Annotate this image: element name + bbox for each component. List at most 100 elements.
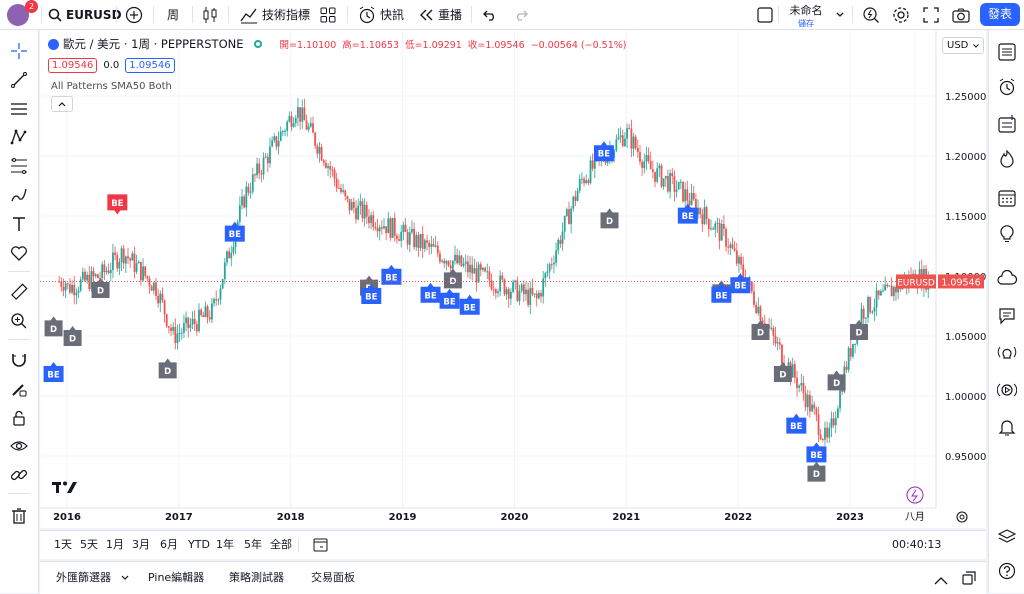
currency-dropdown[interactable]: USD — [942, 37, 984, 54]
bullish-engulfing-marker[interactable]: BE — [381, 264, 402, 285]
help-button[interactable] — [996, 560, 1018, 582]
layout-toggle-button[interactable] — [757, 0, 773, 29]
hotlist-button[interactable] — [996, 148, 1018, 170]
tab-strategy-tester[interactable]: 策略測試器 — [229, 571, 284, 584]
goto-date-button[interactable] — [313, 537, 329, 557]
pattern-tool[interactable] — [8, 126, 30, 148]
interval-button[interactable]: 周 — [167, 8, 180, 22]
undo-button[interactable] — [483, 0, 497, 29]
bullish-engulfing-marker[interactable]: BE — [711, 282, 732, 303]
zoom-tool[interactable] — [8, 310, 30, 332]
alerts-panel-button[interactable] — [996, 76, 1018, 98]
link-drawings-tool[interactable] — [8, 464, 30, 486]
price-chart[interactable]: 1.250001.200001.150001.100001.050001.000… — [40, 30, 986, 528]
bullish-engulfing-marker[interactable]: BE — [420, 282, 441, 303]
watchlist-button[interactable] — [996, 41, 1018, 63]
magnet-tool[interactable] — [8, 349, 30, 371]
tv-tv-button[interactable] — [996, 379, 1018, 401]
timeframe-button[interactable]: 1年 — [216, 538, 234, 551]
hide-drawings-tool[interactable] — [8, 435, 30, 457]
bullish-engulfing-marker[interactable]: BE — [806, 442, 827, 463]
doji-marker[interactable]: D — [849, 320, 868, 340]
doji-marker[interactable]: D — [44, 316, 63, 337]
symbol-title[interactable]: 歐元 / 美元 · 1周 · PEPPERSTONE — [63, 37, 244, 51]
tradingview-logo[interactable] — [52, 480, 78, 498]
tab-forex-screener[interactable]: 外匯篩選器 — [56, 562, 129, 593]
object-tree-button[interactable] — [996, 113, 1018, 135]
layout-name-button[interactable]: 未命名 儲存 — [786, 2, 826, 29]
bullish-engulfing-marker[interactable]: BE — [361, 284, 382, 304]
horizontal-lines-tool[interactable] — [8, 98, 30, 120]
tab-pine-editor[interactable]: Pine編輯器 — [148, 571, 205, 584]
redo-button[interactable] — [514, 0, 528, 29]
doji-marker[interactable]: D — [827, 370, 846, 391]
settings-button[interactable] — [892, 0, 910, 29]
calendar-button[interactable] — [996, 187, 1018, 209]
replay-button[interactable]: 重播 — [418, 0, 462, 29]
tab-trading-panel[interactable]: 交易面板 — [311, 571, 355, 584]
chart-type-button[interactable] — [202, 0, 218, 29]
layers-button[interactable] — [996, 526, 1018, 548]
brush-tool[interactable] — [8, 184, 30, 206]
templates-button[interactable] — [320, 0, 336, 29]
fullscreen-button[interactable] — [923, 0, 939, 29]
layout-dropdown-button[interactable] — [835, 0, 845, 29]
alerts-button[interactable]: 快訊 — [358, 0, 404, 29]
timeframe-button[interactable]: 1天 — [54, 538, 72, 551]
chats-button[interactable] — [996, 268, 1018, 290]
publish-button[interactable]: 發表 — [980, 3, 1020, 26]
doji-marker[interactable]: D — [443, 268, 462, 289]
timeframe-button[interactable]: 3月 — [132, 538, 150, 551]
public-chats-button[interactable] — [996, 305, 1018, 327]
snapshot-button[interactable] — [952, 0, 970, 29]
compare-button[interactable] — [125, 0, 143, 29]
time-zone-clock[interactable]: 00:40:13 (UTC+8) — [892, 538, 942, 579]
doji-marker[interactable]: D — [63, 326, 82, 346]
timeframe-button[interactable]: YTD — [188, 538, 210, 551]
doji-marker[interactable]: D — [807, 461, 826, 482]
remove-drawings-tool[interactable] — [8, 505, 30, 527]
doji-marker[interactable]: D — [91, 278, 110, 298]
candle-body — [430, 244, 433, 247]
lock-drawings-tool[interactable] — [8, 407, 30, 429]
timeframe-button[interactable]: 6月 — [160, 538, 178, 551]
crosshair-tool[interactable] — [8, 40, 30, 62]
bullish-engulfing-marker[interactable]: BE — [677, 203, 698, 224]
symbol-search-button[interactable]: EURUSD — [48, 0, 122, 29]
bullish-engulfing-marker[interactable]: BE — [459, 294, 480, 315]
icons-tool[interactable] — [8, 242, 30, 264]
bullish-engulfing-marker[interactable]: BE — [786, 413, 807, 434]
collapse-legend-button[interactable] — [51, 96, 73, 112]
streams-button[interactable] — [996, 342, 1018, 364]
stay-drawing-tool[interactable] — [8, 378, 30, 400]
chart-pane[interactable]: 1.250001.200001.150001.100001.050001.000… — [40, 30, 986, 528]
bearish-engulfing-marker[interactable]: BE — [107, 194, 128, 215]
timeframe-button[interactable]: 5年 — [244, 538, 262, 551]
doji-marker[interactable]: D — [600, 208, 619, 229]
maximize-panel-button[interactable] — [962, 570, 976, 589]
indicator-legend[interactable]: All Patterns SMA50 Both — [51, 81, 172, 92]
notifications-button[interactable] — [996, 416, 1018, 438]
timeframe-button[interactable]: 1月 — [106, 538, 124, 551]
buy-price[interactable]: 1.09546 — [125, 58, 175, 73]
doji-marker[interactable]: D — [751, 320, 770, 340]
bullish-engulfing-marker[interactable]: BE — [593, 141, 614, 162]
timeframe-button[interactable]: 全部 — [270, 538, 292, 551]
bullish-engulfing-marker[interactable]: BE — [730, 273, 751, 294]
quick-search-button[interactable] — [862, 0, 880, 29]
user-avatar[interactable] — [7, 4, 29, 26]
bullish-engulfing-marker[interactable]: BE — [439, 288, 460, 309]
text-tool[interactable] — [8, 213, 30, 235]
doji-marker[interactable]: D — [773, 362, 792, 382]
doji-marker[interactable]: D — [158, 358, 177, 379]
fib-tool[interactable] — [8, 155, 30, 177]
timeframe-button[interactable]: 5天 — [80, 538, 98, 551]
measure-tool[interactable] — [8, 281, 30, 303]
bullish-engulfing-marker[interactable]: BE — [43, 362, 64, 382]
trend-line-tool[interactable] — [8, 69, 30, 91]
ideas-button[interactable] — [996, 223, 1018, 245]
indicators-button[interactable]: 技術指標 — [240, 0, 310, 29]
collapse-panel-button[interactable] — [934, 571, 948, 590]
bullish-engulfing-marker[interactable]: BE — [224, 221, 245, 242]
sell-price[interactable]: 1.09546 — [48, 58, 98, 73]
